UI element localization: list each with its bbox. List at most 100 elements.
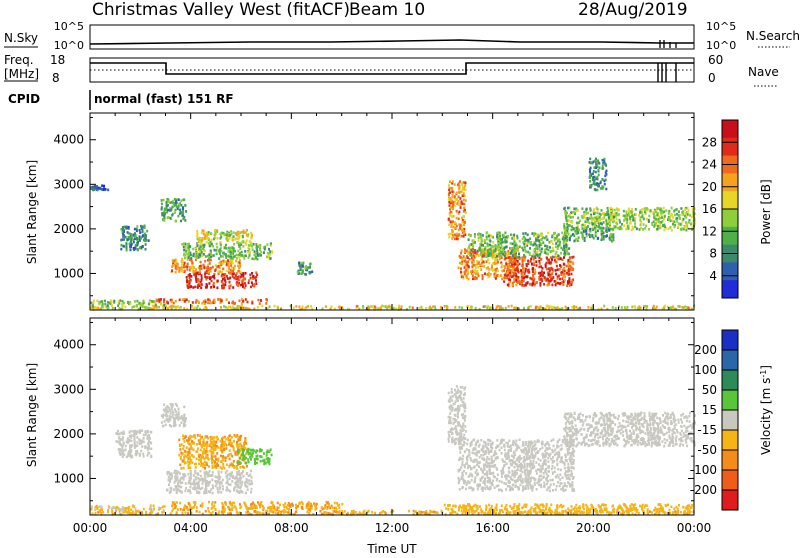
data-cell bbox=[155, 304, 157, 307]
data-cell bbox=[565, 237, 567, 240]
data-cell bbox=[461, 229, 463, 232]
data-cell bbox=[163, 304, 165, 307]
data-cell bbox=[497, 242, 499, 245]
data-cell bbox=[105, 188, 107, 191]
data-cell bbox=[298, 264, 300, 267]
data-cell bbox=[111, 301, 113, 304]
data-cell bbox=[197, 284, 199, 287]
data-cell bbox=[224, 459, 226, 462]
data-cell bbox=[209, 474, 211, 477]
colorbar-segment bbox=[722, 209, 738, 227]
data-cell bbox=[325, 305, 327, 308]
data-cell bbox=[213, 254, 215, 257]
data-cell bbox=[199, 251, 201, 254]
data-cell bbox=[171, 214, 173, 217]
data-cell bbox=[356, 305, 358, 308]
data-cell bbox=[107, 301, 109, 304]
data-cell bbox=[566, 220, 568, 223]
data-cell bbox=[256, 455, 258, 458]
data-cell bbox=[210, 251, 212, 254]
data-cell bbox=[239, 247, 241, 250]
data-cell bbox=[196, 235, 198, 238]
data-cell bbox=[279, 504, 281, 507]
data-cell bbox=[540, 305, 542, 308]
data-cell bbox=[353, 510, 355, 513]
data-cell bbox=[276, 509, 278, 512]
data-cell bbox=[555, 273, 557, 276]
data-cell bbox=[623, 210, 625, 213]
data-cell bbox=[167, 217, 169, 220]
data-cell bbox=[425, 512, 427, 515]
data-cell bbox=[450, 206, 452, 209]
data-cell bbox=[486, 307, 488, 310]
data-cell bbox=[529, 253, 531, 256]
data-cell bbox=[173, 260, 175, 263]
data-region-5 bbox=[181, 242, 273, 260]
data-cell bbox=[464, 260, 466, 263]
data-cell bbox=[111, 304, 113, 307]
data-cell bbox=[534, 268, 536, 271]
data-cell bbox=[213, 504, 215, 507]
data-cell bbox=[265, 302, 267, 305]
data-cell bbox=[192, 268, 194, 271]
data-cell bbox=[646, 218, 648, 221]
data-cell bbox=[250, 237, 252, 240]
data-cell bbox=[189, 273, 191, 276]
data-cell bbox=[218, 490, 220, 493]
data-cell bbox=[187, 452, 189, 455]
data-cell bbox=[123, 238, 125, 241]
data-cell bbox=[295, 507, 297, 510]
beam-label: Beam 10 bbox=[349, 0, 425, 20]
data-cell bbox=[201, 302, 203, 305]
data-cell bbox=[141, 511, 143, 514]
data-cell bbox=[221, 450, 223, 453]
data-cell bbox=[597, 169, 599, 172]
data-cell bbox=[462, 215, 464, 218]
data-cell bbox=[284, 502, 286, 505]
data-cell bbox=[224, 456, 226, 459]
colorbar-segment bbox=[722, 262, 738, 280]
data-cell bbox=[605, 163, 607, 166]
data-cell bbox=[146, 230, 148, 233]
data-cell bbox=[621, 228, 623, 231]
data-cell bbox=[480, 268, 482, 271]
data-cell bbox=[215, 249, 217, 252]
data-cell bbox=[316, 503, 318, 506]
data-cell bbox=[465, 199, 467, 202]
data-cell bbox=[231, 436, 233, 439]
data-cell bbox=[225, 438, 227, 441]
data-cell bbox=[90, 187, 92, 190]
data-cell bbox=[263, 507, 265, 510]
data-cell bbox=[560, 252, 562, 255]
data-cell bbox=[448, 233, 450, 236]
data-cell bbox=[233, 460, 235, 463]
data-cell bbox=[127, 301, 129, 304]
data-cell bbox=[184, 490, 186, 493]
data-cell bbox=[233, 272, 235, 275]
data-cell bbox=[128, 508, 130, 511]
data-cell bbox=[194, 286, 196, 289]
noise-tick-left-top: 10^5 bbox=[54, 20, 84, 33]
data-cell bbox=[460, 191, 462, 194]
data-cell bbox=[560, 273, 562, 276]
data-cell bbox=[513, 237, 515, 240]
data-cell bbox=[232, 306, 234, 309]
data-cell bbox=[188, 249, 190, 252]
data-cell bbox=[220, 232, 222, 235]
data-cell bbox=[551, 284, 553, 287]
data-cell bbox=[474, 269, 476, 272]
data-cell bbox=[672, 306, 674, 309]
data-cell bbox=[563, 256, 565, 259]
data-cell bbox=[517, 281, 519, 284]
data-cell bbox=[259, 249, 261, 252]
data-cell bbox=[109, 506, 111, 509]
data-cell bbox=[510, 242, 512, 245]
data-cell bbox=[448, 218, 450, 221]
data-cell bbox=[207, 450, 209, 453]
data-cell bbox=[513, 234, 515, 237]
data-cell bbox=[657, 225, 659, 228]
data-cell bbox=[188, 283, 190, 286]
data-cell bbox=[467, 261, 469, 264]
data-cell bbox=[577, 224, 579, 227]
data-cell bbox=[451, 188, 453, 191]
